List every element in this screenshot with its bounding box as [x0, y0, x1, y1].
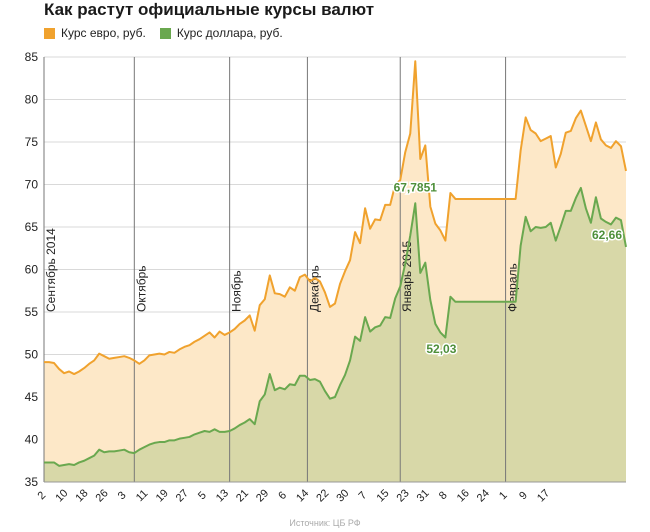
y-tick-label: 55	[25, 305, 39, 319]
x-tick-label: 15	[374, 487, 391, 504]
y-tick-label: 50	[25, 348, 39, 362]
x-tick-label: 18	[73, 487, 90, 504]
dollar-area	[44, 187, 626, 482]
value-annotation: 67,7851	[394, 180, 438, 194]
x-tick-label: 26	[94, 487, 111, 504]
legend-label-dollar: Курс доллара, руб.	[176, 26, 283, 40]
y-tick-label: 85	[25, 50, 39, 64]
x-tick-label: 14	[294, 487, 311, 504]
y-tick-label: 80	[25, 93, 39, 107]
month-label: Октябрь	[134, 265, 148, 312]
legend-label-euro: Курс евро, руб.	[61, 26, 146, 40]
x-tick-label: 24	[475, 487, 492, 504]
y-tick-label: 35	[25, 475, 39, 489]
x-tick-label: 1	[497, 489, 510, 502]
chart-title: Как растут официальные курсы валют	[44, 0, 375, 19]
month-label: Декабрь	[307, 265, 321, 312]
month-label: Январь 2015	[400, 241, 414, 312]
x-tick-label: 21	[234, 487, 251, 504]
x-tick-label: 13	[214, 487, 231, 504]
legend-swatch-dollar	[159, 27, 171, 39]
y-tick-label: 70	[25, 178, 39, 192]
x-tick-label: 19	[154, 487, 171, 504]
x-tick-label: 8	[437, 489, 450, 502]
x-tick-label: 31	[415, 487, 432, 504]
value-annotation: 52,03	[426, 342, 456, 356]
x-tick-label: 6	[276, 489, 289, 502]
y-tick-label: 40	[25, 433, 39, 447]
legend-item-euro[interactable]: Курс евро, руб.	[44, 26, 146, 40]
x-tick-label: 16	[455, 487, 472, 504]
x-tick-label: 2	[35, 489, 48, 502]
x-tick-label: 11	[134, 488, 151, 505]
y-tick-label: 60	[25, 263, 39, 277]
x-tick-label: 5	[196, 489, 209, 502]
month-label: Сентябрь 2014	[44, 228, 58, 312]
y-tick-label: 75	[25, 135, 39, 149]
x-tick-label: 27	[174, 487, 191, 504]
chart-legend: Курс евро, руб. Курс доллара, руб.	[44, 26, 297, 40]
x-tick-label: 9	[517, 489, 530, 502]
x-tick-label: 30	[334, 487, 351, 504]
x-tick-label: 22	[314, 487, 331, 504]
x-tick-label: 23	[395, 487, 412, 504]
chart-source: Источник: ЦБ РФ	[289, 518, 361, 528]
legend-item-dollar[interactable]: Курс доллара, руб.	[159, 26, 283, 40]
euro-line	[44, 60, 627, 376]
dollar-line	[44, 186, 627, 467]
x-tick-label: 29	[254, 487, 271, 504]
legend-swatch-euro	[44, 27, 55, 39]
y-tick-label: 65	[25, 220, 39, 234]
value-annotation: 62,66	[592, 228, 622, 242]
x-tick-label: 17	[535, 487, 552, 504]
x-tick-label: 7	[357, 489, 370, 502]
x-tick-label: 10	[53, 487, 70, 504]
x-tick-label: 3	[116, 489, 129, 502]
month-label: Ноябрь	[230, 270, 244, 312]
y-tick-label: 45	[25, 390, 39, 404]
